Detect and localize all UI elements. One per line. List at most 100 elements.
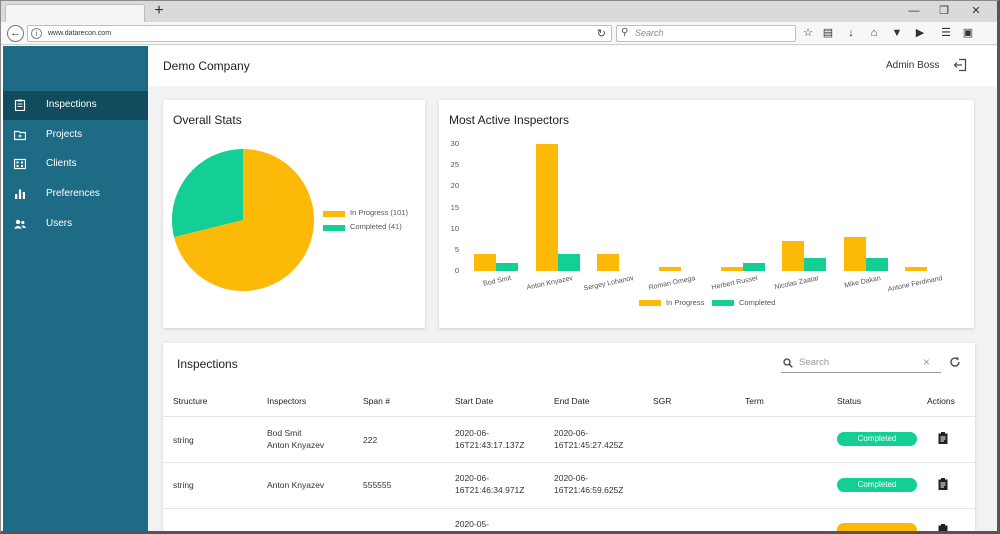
sidebar-item-label: Inspections bbox=[46, 99, 97, 110]
legend-label-in-progress: In Progress bbox=[666, 298, 705, 307]
restore-button[interactable]: ❐ bbox=[939, 5, 949, 17]
bar-in-progress[interactable] bbox=[720, 266, 743, 271]
pie-slice-completed[interactable] bbox=[172, 149, 243, 238]
x-tick-label: Antone Ferdinand bbox=[886, 275, 943, 294]
x-tick-label: Sergey Lohanov bbox=[583, 275, 635, 293]
download-icon[interactable]: ↓ bbox=[848, 27, 854, 39]
sidebar-item-clients[interactable]: Clients bbox=[3, 150, 148, 179]
browser-navbar: ← i www.datarecon.com ↻ ⚲ Search ☆ ▤ ↓ ⌂… bbox=[1, 22, 997, 45]
column-header-sgr[interactable]: SGR bbox=[653, 396, 672, 406]
logout-icon[interactable] bbox=[953, 58, 967, 72]
sidebar-item-projects[interactable]: Projects bbox=[3, 121, 148, 150]
reload-icon[interactable]: ↻ bbox=[596, 28, 606, 40]
youtube-icon[interactable]: ▶ bbox=[915, 27, 925, 39]
cell-start-date: 16T21:43:17.137Z bbox=[455, 440, 525, 450]
y-tick-label: 25 bbox=[450, 160, 459, 170]
home-icon[interactable]: ⌂ bbox=[870, 27, 878, 39]
column-header-term[interactable]: Term bbox=[745, 396, 764, 406]
pie-slice-in-progress[interactable] bbox=[174, 149, 314, 291]
sidebar-item-inspections[interactable]: Inspections bbox=[3, 91, 148, 120]
clipboard-action-icon[interactable] bbox=[938, 524, 948, 534]
bar-in-progress[interactable] bbox=[782, 241, 805, 271]
sidebar-item-label: Users bbox=[46, 218, 73, 229]
most-active-card: Most Active Inspectors 0 5 10 15 20 25 30 Bod S… bbox=[439, 100, 974, 328]
refresh-icon[interactable] bbox=[949, 356, 961, 368]
bar-in-progress[interactable] bbox=[535, 144, 558, 271]
bar-in-progress[interactable] bbox=[474, 254, 496, 271]
menu-icon[interactable]: ☰ bbox=[941, 27, 951, 39]
clipboard-action-icon[interactable] bbox=[938, 478, 948, 490]
status-badge: Completed bbox=[837, 432, 917, 446]
sidebar: Inspections Projects Clients Preferences… bbox=[3, 46, 148, 531]
legend-label-completed: Completed (41) bbox=[350, 222, 402, 231]
column-header-actions: Actions bbox=[927, 396, 955, 406]
back-arrow-icon[interactable]: ← bbox=[7, 25, 24, 42]
table-row[interactable]: string Anton Knyazev 555555 2020-06- 16T… bbox=[163, 463, 975, 508]
minimize-button[interactable]: — bbox=[908, 5, 920, 17]
info-icon[interactable]: i bbox=[31, 28, 42, 39]
users-icon bbox=[14, 219, 26, 229]
column-header-end-date[interactable]: End Date bbox=[554, 396, 590, 406]
row-divider bbox=[163, 508, 975, 509]
bar-completed[interactable] bbox=[496, 262, 518, 271]
bar-completed[interactable] bbox=[742, 262, 765, 271]
cell-structure: string bbox=[173, 435, 194, 445]
most-active-title: Most Active Inspectors bbox=[449, 113, 570, 127]
clear-icon[interactable]: × bbox=[923, 355, 931, 369]
cell-span: 222 bbox=[363, 435, 378, 445]
bar-chart-icon bbox=[15, 189, 25, 199]
browser-tab[interactable] bbox=[5, 4, 145, 22]
url-text: www.datarecon.com bbox=[48, 30, 112, 37]
cell-structure: string bbox=[173, 480, 194, 490]
bar-completed[interactable] bbox=[865, 258, 888, 271]
column-header-start-date[interactable]: Start Date bbox=[455, 396, 494, 406]
new-tab-button[interactable]: + bbox=[154, 2, 164, 19]
cell-start-date: 2020-06- bbox=[455, 428, 490, 438]
column-header-structure[interactable]: Structure bbox=[173, 396, 208, 406]
sidebar-item-label: Preferences bbox=[46, 188, 100, 199]
address-bar[interactable]: i www.datarecon.com ↻ bbox=[27, 25, 612, 42]
bar-in-progress[interactable] bbox=[658, 266, 681, 271]
pocket-icon[interactable]: ▼ bbox=[891, 27, 903, 39]
table-search-placeholder: Search bbox=[799, 357, 830, 368]
browser-search-input[interactable]: ⚲ Search bbox=[616, 25, 796, 42]
tab-strip: + — ❐ ✕ bbox=[1, 1, 997, 22]
bar-completed[interactable] bbox=[804, 258, 827, 271]
bar-in-progress[interactable] bbox=[905, 266, 928, 271]
bar-completed[interactable] bbox=[557, 254, 580, 271]
y-tick-label: 20 bbox=[450, 181, 459, 191]
x-tick-label: Herbert Russel bbox=[710, 275, 758, 292]
bookmark-star-icon[interactable]: ☆ bbox=[803, 27, 813, 39]
table-row[interactable]: 2020-05- bbox=[163, 509, 975, 534]
bar-in-progress[interactable] bbox=[843, 237, 866, 271]
extension-icon[interactable]: ▣ bbox=[962, 27, 974, 39]
cell-span: 555555 bbox=[363, 480, 392, 490]
cell-inspector: Anton Knyazev bbox=[267, 440, 325, 450]
app-header: Demo Company Admin Boss bbox=[148, 46, 997, 86]
table-search-input[interactable]: Search × bbox=[781, 353, 941, 373]
cell-inspector: Anton Knyazev bbox=[267, 480, 325, 490]
cell-inspector: Bod Smit bbox=[267, 428, 302, 438]
cell-end-date: 2020-06- bbox=[554, 428, 589, 438]
column-header-inspectors[interactable]: Inspectors bbox=[267, 396, 307, 406]
column-header-span[interactable]: Span # bbox=[363, 396, 390, 406]
user-name[interactable]: Admin Boss bbox=[886, 60, 940, 71]
table-row[interactable]: string Bod Smit Anton Knyazev 222 2020-0… bbox=[163, 417, 975, 462]
legend-label-completed: Completed bbox=[739, 298, 776, 307]
clipboard-toolbar-icon[interactable]: ▤ bbox=[822, 27, 834, 39]
folder-icon bbox=[14, 130, 26, 141]
sidebar-item-label: Clients bbox=[46, 158, 77, 169]
x-tick-label: Roman Omega bbox=[648, 275, 697, 292]
company-title: Demo Company bbox=[163, 59, 250, 73]
overall-stats-title: Overall Stats bbox=[173, 113, 242, 127]
x-tick-label: Bod Smit bbox=[482, 275, 512, 288]
column-header-status[interactable]: Status bbox=[837, 396, 862, 406]
bar-in-progress[interactable] bbox=[597, 254, 620, 271]
sidebar-item-preferences[interactable]: Preferences bbox=[3, 180, 148, 209]
close-window-button[interactable]: ✕ bbox=[971, 5, 981, 17]
clipboard-action-icon[interactable] bbox=[938, 432, 948, 444]
header-divider bbox=[163, 416, 975, 417]
sidebar-item-users[interactable]: Users bbox=[3, 210, 148, 239]
status-badge: Completed bbox=[837, 478, 917, 492]
